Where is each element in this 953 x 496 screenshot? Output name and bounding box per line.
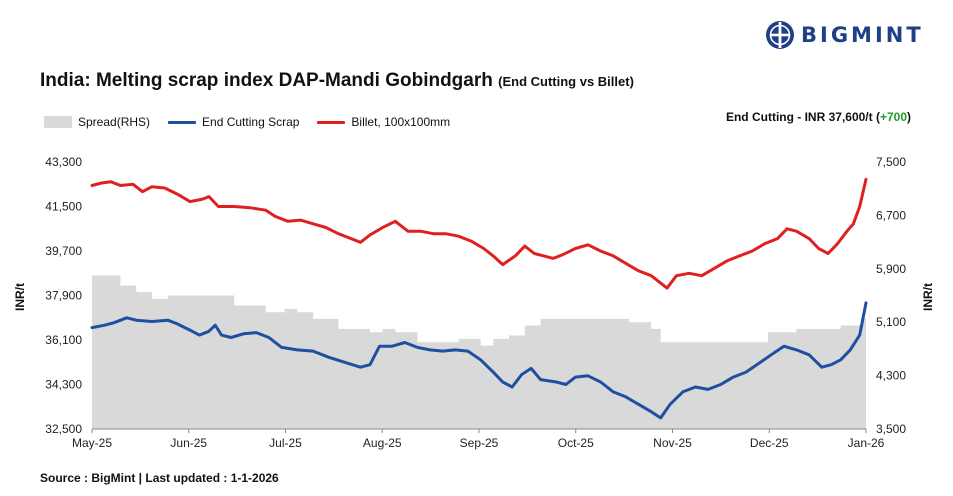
legend-label-end-cutting: End Cutting Scrap bbox=[202, 115, 300, 129]
y-left-axis-ticks: 32,500 34,300 36,100 37,900 39,700 41,500 43,3… bbox=[45, 155, 82, 436]
y-left-tick-label: 39,700 bbox=[45, 244, 82, 258]
y-left-tick-label: 37,900 bbox=[45, 289, 82, 303]
chart-title: India: Melting scrap index DAP-Mandi Gob… bbox=[40, 70, 634, 92]
y-right-tick-label: 4,300 bbox=[876, 369, 906, 383]
legend-label-billet: Billet, 100x100mm bbox=[351, 115, 451, 129]
y-right-axis-label: INR/t bbox=[921, 283, 935, 311]
callout-close: ) bbox=[907, 110, 911, 124]
series-line-end-cutting-scrap bbox=[90, 301, 868, 420]
chart-legend: Spread(RHS) End Cutting Scrap Billet, 10… bbox=[44, 114, 468, 130]
legend-label-spread: Spread(RHS) bbox=[78, 115, 151, 129]
callout-label: End Cutting - INR 37,600/t ( bbox=[725, 110, 880, 124]
chart-title-main: India: Melting scrap index DAP-Mandi Gob… bbox=[40, 70, 493, 91]
bigmint-logo: BIGMINT bbox=[765, 17, 935, 53]
spread-area-layer bbox=[92, 275, 866, 429]
x-tick-label: May-25 bbox=[72, 436, 112, 450]
y-right-tick-label: 6,700 bbox=[876, 208, 906, 222]
legend-item-billet: Billet, 100x100mm bbox=[317, 115, 450, 129]
legend-item-end-cutting: End Cutting Scrap bbox=[168, 115, 299, 129]
chart-subtitle: (End Cutting vs Billet) bbox=[498, 74, 634, 89]
series-line-billet-100x100mm bbox=[90, 177, 868, 290]
legend-swatch-end-cutting bbox=[168, 120, 197, 124]
legend-item-spread: Spread(RHS) bbox=[44, 115, 150, 129]
y-right-axis-ticks: 3,500 4,300 5,100 5,900 6,700 7,500 bbox=[876, 155, 906, 436]
legend-swatch-billet bbox=[317, 120, 346, 124]
x-axis-ticks: May-25 Jun-25 Jul-25 Aug-25 Sep-25 Oct-25 Nov-… bbox=[72, 429, 885, 450]
x-tick-label: Nov-25 bbox=[653, 436, 692, 450]
y-left-tick-label: 32,500 bbox=[45, 422, 82, 436]
y-left-tick-label: 36,100 bbox=[45, 333, 82, 347]
x-tick-label: Oct-25 bbox=[558, 436, 594, 450]
x-tick-label: Dec-25 bbox=[750, 436, 789, 450]
x-tick-label: Aug-25 bbox=[363, 436, 402, 450]
source-note: Source : BigMint | Last updated : 1-1-20… bbox=[40, 471, 279, 485]
price-callout: End Cutting - INR 37,600/t (+700) bbox=[726, 110, 911, 124]
x-tick-label: Jun-25 bbox=[170, 436, 207, 450]
series-area-spread-rhs bbox=[92, 275, 866, 429]
brand-name: BIGMINT bbox=[801, 23, 924, 47]
y-right-tick-label: 5,100 bbox=[876, 315, 906, 329]
callout-change: +700 bbox=[879, 110, 907, 124]
x-tick-label: Jul-25 bbox=[269, 436, 302, 450]
series-lines-layer bbox=[90, 177, 868, 420]
legend-swatch-spread bbox=[44, 116, 72, 128]
y-left-tick-label: 43,300 bbox=[45, 155, 82, 169]
y-left-tick-label: 34,300 bbox=[45, 378, 82, 392]
y-right-tick-label: 7,500 bbox=[876, 155, 906, 169]
y-right-tick-label: 5,900 bbox=[876, 262, 906, 276]
bigmint-globe-icon bbox=[766, 21, 794, 49]
x-tick-label: Jan-26 bbox=[848, 436, 885, 450]
y-left-axis-label: INR/t bbox=[13, 283, 27, 311]
x-tick-label: Sep-25 bbox=[460, 436, 499, 450]
y-right-tick-label: 3,500 bbox=[876, 422, 906, 436]
y-left-tick-label: 41,500 bbox=[45, 200, 82, 214]
